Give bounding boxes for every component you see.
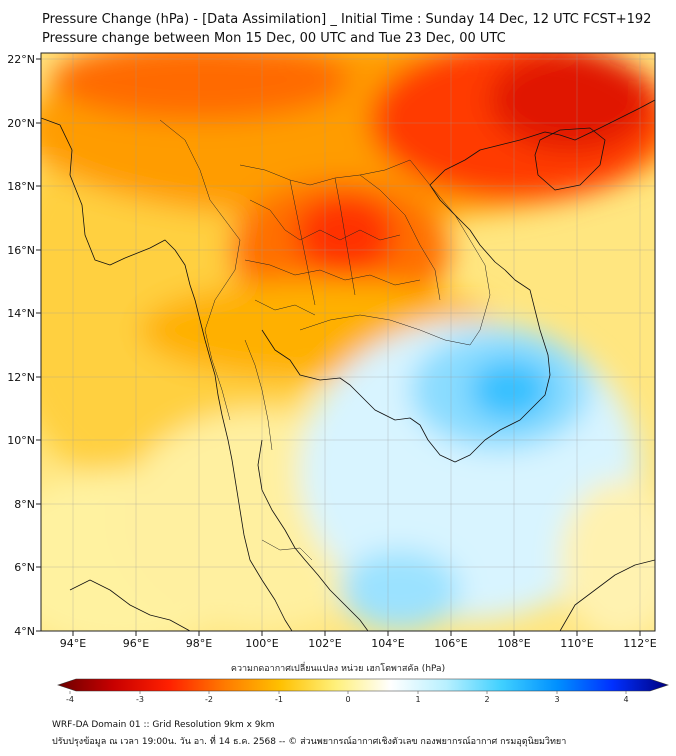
- footer-model-info: WRF-DA Domain 01 :: Grid Resolution 9km …: [52, 720, 275, 730]
- lon-label-96: 96°E: [123, 637, 149, 650]
- internal-provinces-a: [249, 199, 401, 241]
- lat-label-12: 12°N: [7, 371, 35, 384]
- cb-label-1: 1: [415, 695, 420, 704]
- internal-provinces-f: [244, 339, 273, 451]
- lon-label-102: 102°E: [308, 637, 341, 650]
- field-layer: [41, 53, 655, 631]
- internal-provinces-b: [244, 259, 421, 286]
- cb-label-m2: -2: [205, 695, 213, 704]
- map-frame: [40, 52, 656, 632]
- lon-label-100: 100°E: [245, 637, 278, 650]
- coast-gulf-thailand: [261, 261, 551, 463]
- field-northeast-core: [490, 53, 650, 150]
- colorbar-title: ความกดอากาศเปลี่ยนแปลง หน่วย เฮกโตพาสคัล…: [230, 664, 446, 674]
- cb-label-0: 0: [345, 695, 350, 704]
- lat-label-18: 18°N: [7, 180, 35, 193]
- lon-label-112: 112°E: [623, 637, 656, 650]
- lat-label-6: 6°N: [14, 561, 35, 574]
- internal-provinces-c: [254, 299, 316, 316]
- coast-hainan: [534, 127, 606, 191]
- lon-label-94: 94°E: [60, 637, 86, 650]
- field-rise-core: [470, 360, 550, 420]
- border-cambodia: [299, 314, 481, 346]
- border-thai-malay: [261, 539, 313, 561]
- footer-credit: ปรับปรุงข้อมูล ณ เวลา 19:00น. วัน อา. ที…: [52, 737, 567, 747]
- cb-label-m3: -3: [136, 695, 144, 704]
- map-subtitle: Pressure change between Mon 15 Dec, 00 U…: [42, 31, 506, 46]
- border-myanmar-thailand: [159, 119, 241, 421]
- lat-tick-marks: [36, 58, 41, 632]
- coast-myanmar-west: [41, 117, 293, 631]
- lat-label-14: 14°N: [7, 307, 35, 320]
- coast-malay-east: [257, 439, 369, 631]
- lat-label-10: 10°N: [7, 434, 35, 447]
- internal-provinces-e: [334, 177, 356, 296]
- field-northwest-fall: [50, 53, 350, 120]
- coast-sumatra-north: [69, 579, 191, 631]
- cb-label-m1: -1: [275, 695, 283, 704]
- lat-label-20: 20°N: [7, 117, 35, 130]
- lat-label-8: 8°N: [14, 498, 35, 511]
- colorbar: -4 -3 -2 -1 0 1 2 3 4: [57, 678, 669, 704]
- lon-label-104: 104°E: [371, 637, 404, 650]
- field-east-neutral: [560, 480, 655, 631]
- colorbar-tick-marks: [69, 691, 627, 694]
- lon-label-110: 110°E: [560, 637, 593, 650]
- lon-label-106: 106°E: [434, 637, 467, 650]
- pressure-change-map: 22°N 20°N 18°N 16°N 14°N 12°N 10°N 8°N 6…: [7, 52, 669, 704]
- field-south-rise: [340, 550, 460, 630]
- gridlines: [41, 53, 655, 631]
- lat-label-22: 22°N: [7, 53, 35, 66]
- cb-label-3: 3: [554, 695, 559, 704]
- borders: [159, 119, 491, 561]
- lon-label-108: 108°E: [497, 637, 530, 650]
- colorbar-tick-labels: -4 -3 -2 -1 0 1 2 3 4: [66, 695, 629, 704]
- colorbar-bar: [57, 678, 669, 692]
- lat-label-4: 4°N: [14, 625, 35, 638]
- map-title: Pressure Change (hPa) - [Data Assimilati…: [42, 12, 652, 27]
- border-laos-vietnam: [359, 159, 491, 331]
- coast-borneo-west: [559, 559, 655, 631]
- lon-tick-labels: 94°E 96°E 98°E 100°E 102°E 104°E 106°E 1…: [60, 637, 657, 650]
- cb-label-2: 2: [484, 695, 489, 704]
- cb-label-4: 4: [623, 695, 628, 704]
- coast-vietnam-north: [429, 99, 655, 263]
- lat-label-16: 16°N: [7, 244, 35, 257]
- internal-provinces-d: [289, 179, 316, 306]
- cb-label-m4: -4: [66, 695, 74, 704]
- lon-label-98: 98°E: [186, 637, 212, 650]
- coastlines: [41, 99, 655, 631]
- lat-tick-labels: 22°N 20°N 18°N 16°N 14°N 12°N 10°N 8°N 6…: [7, 53, 35, 638]
- lon-tick-marks: [72, 631, 641, 636]
